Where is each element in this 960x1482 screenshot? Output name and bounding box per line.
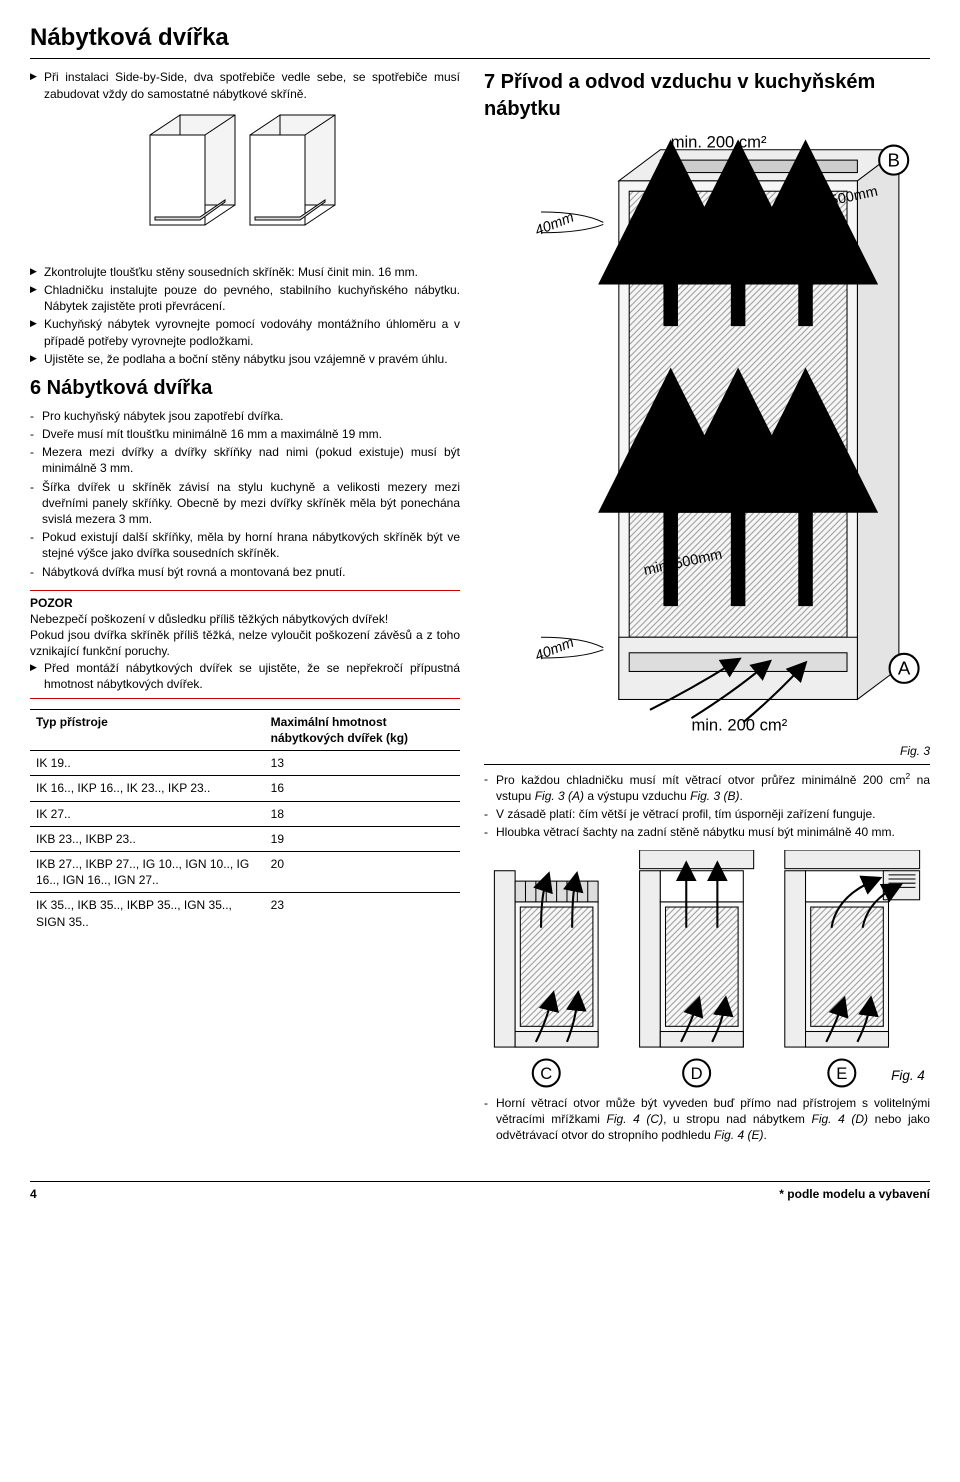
table-header-row: Typ přístroje Maximální hmotnost nábytko… — [30, 709, 460, 750]
pozor-p1: Nebezpečí poškození v důsledku příliš tě… — [30, 611, 460, 627]
fig3-bullets: Pro každou chladničku musí mít větrací o… — [484, 771, 930, 841]
section6-title: 6 Nábytková dvířka — [30, 375, 460, 402]
pozor-check: Před montáží nábytkových dvířek se ujist… — [30, 660, 460, 692]
s6-bullet: Dveře musí mít tloušťku minimálně 16 mm … — [30, 426, 460, 442]
table-row: IK 19..13 — [30, 751, 460, 776]
s6-bullet: Šířka dvířek u skříněk závisí na stylu k… — [30, 479, 460, 528]
svg-text:min. 200 cm²: min. 200 cm² — [671, 133, 767, 152]
footer-right: * podle modelu a vybavení — [779, 1186, 930, 1202]
section7-title: 7 Přívod a odvod vzduchu v kuchyňském ná… — [484, 69, 930, 123]
intro-list: Při instalaci Side-by-Side, dva spotřebi… — [30, 69, 460, 101]
intro-bullet: Při instalaci Side-by-Side, dva spotřebi… — [30, 69, 460, 101]
checks-list: Zkontrolujte tloušťku stěny sousedních s… — [30, 264, 460, 367]
s6-bullet: Mezera mezi dvířky a dvířky skříňky nad … — [30, 444, 460, 476]
fig3-caption: Fig. 3 — [484, 743, 930, 759]
section6-list: Pro kuchyňský nábytek jsou zapotřebí dví… — [30, 408, 460, 580]
check-bullet: Chladničku instalujte pouze do pevného, … — [30, 282, 460, 314]
check-bullet: Kuchyňský nábytek vyrovnejte pomocí vodo… — [30, 316, 460, 348]
head-weight: Maximální hmotnost nábytkových dvířek (k… — [265, 709, 460, 750]
right-column: 7 Přívod a odvod vzduchu v kuchyňském ná… — [484, 69, 930, 1145]
svg-text:Fig. 4: Fig. 4 — [891, 1069, 925, 1084]
weights-table: Typ přístroje Maximální hmotnost nábytko… — [30, 709, 460, 934]
page-title: Nábytková dvířka — [30, 22, 930, 54]
table-row: IK 27..18 — [30, 801, 460, 826]
title-divider — [30, 58, 930, 59]
two-cabinets-figure — [140, 110, 350, 250]
fig3-wrap: B A min. 200 cm² min. 500mm 40mm min. 50… — [484, 129, 930, 764]
fig3-b1: Pro každou chladničku musí mít větrací o… — [484, 771, 930, 804]
svg-text:C: C — [540, 1064, 552, 1083]
fig4-wrap: C D E Fig. 4 — [484, 850, 930, 1089]
svg-text:A: A — [898, 658, 911, 679]
svg-text:min. 200 cm²: min. 200 cm² — [691, 716, 787, 735]
main-columns: Při instalaci Side-by-Side, dva spotřebi… — [30, 69, 930, 1145]
s6-bullet: Pro kuchyňský nábytek jsou zapotřebí dví… — [30, 408, 460, 424]
table-row: IKB 23.., IKBP 23..19 — [30, 826, 460, 851]
fig3-svg: B A min. 200 cm² min. 500mm 40mm min. 50… — [484, 129, 930, 741]
svg-text:B: B — [887, 150, 899, 171]
fig4-svg: C D E Fig. 4 — [484, 850, 930, 1089]
pozor-block: POZOR Nebezpečí poškození v důsledku pří… — [30, 590, 460, 699]
fig3-b2: V zásadě platí: čím větší je větrací pro… — [484, 806, 930, 822]
fig4-bullets: Horní větrací otvor může být vyveden buď… — [484, 1095, 930, 1144]
footer-page: 4 — [30, 1186, 37, 1202]
s6-bullet: Pokud existují další skříňky, měla by ho… — [30, 529, 460, 561]
s6-bullet: Nábytková dvířka musí být rovná a montov… — [30, 564, 460, 580]
fig4-bullet: Horní větrací otvor může být vyveden buď… — [484, 1095, 930, 1144]
check-bullet: Zkontrolujte tloušťku stěny sousedních s… — [30, 264, 460, 280]
table-row: IKB 27.., IKBP 27.., IG 10.., IGN 10.., … — [30, 852, 460, 893]
table-row: IK 35.., IKB 35.., IKBP 35.., IGN 35.., … — [30, 893, 460, 934]
table-row: IK 16.., IKP 16.., IK 23.., IKP 23..16 — [30, 776, 460, 801]
footer: 4 * podle modelu a vybavení — [30, 1181, 930, 1202]
pozor-p2: Pokud jsou dvířka skříněk příliš těžká, … — [30, 627, 460, 659]
fig3-b3: Hloubka větrací šachty na zadní stěně ná… — [484, 824, 930, 840]
svg-text:D: D — [691, 1064, 703, 1083]
left-column: Při instalaci Side-by-Side, dva spotřebi… — [30, 69, 460, 1145]
pozor-p3: Před montáží nábytkových dvířek se ujist… — [30, 660, 460, 692]
pozor-title: POZOR — [30, 595, 460, 611]
head-type: Typ přístroje — [30, 709, 265, 750]
svg-text:E: E — [836, 1064, 847, 1083]
check-bullet: Ujistěte se, že podlaha a boční stěny ná… — [30, 351, 460, 367]
